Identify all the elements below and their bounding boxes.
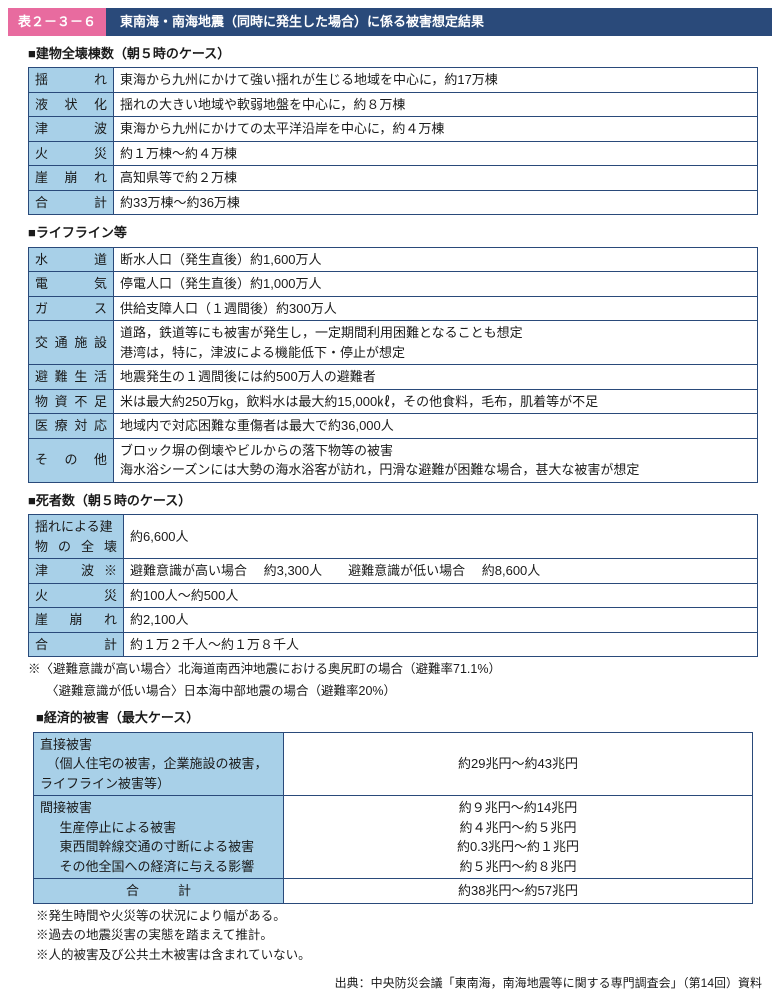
table-row: 火 災約１万棟～約４万棟 [29, 141, 758, 166]
row-value: 約１万棟～約４万棟 [114, 141, 758, 166]
row-label: 崖 崩 れ [29, 608, 124, 633]
table-row: 合 計約１万２千人～約１万８千人 [29, 632, 758, 657]
row-value: 高知県等で約２万棟 [114, 166, 758, 191]
section-d-note3: ※人的被害及び公共土木被害は含まれていない。 [36, 947, 772, 965]
row-value: 供給支障人口（１週間後）約300万人 [114, 296, 758, 321]
row-label: 避難生活 [29, 365, 114, 390]
row-value: 東海から九州にかけて強い揺れが生じる地域を中心に，約17万棟 [114, 68, 758, 93]
table-row: 揺れによる建物の全壊約6,600人 [29, 515, 758, 559]
table-title: 東南海・南海地震（同時に発生した場合）に係る被害想定結果 [106, 8, 772, 36]
row-value: 地域内で対応困難な重傷者は最大で約36,000人 [114, 414, 758, 439]
row-value: ブロック塀の倒壊やビルからの落下物等の被害海水浴シーズンには大勢の海水浴客が訪れ… [114, 438, 758, 482]
row-value: 東海から九州にかけての太平洋沿岸を中心に，約４万棟 [114, 117, 758, 142]
section-b-table: 水 道断水人口（発生直後）約1,600万人電 気停電人口（発生直後）約1,000… [28, 247, 758, 483]
section-d-note1: ※発生時間や火災等の状況により幅がある。 [36, 908, 772, 926]
row-value: 地震発生の１週間後には約500万人の避難者 [114, 365, 758, 390]
header-bar: 表２－３－６ 東南海・南海地震（同時に発生した場合）に係る被害想定結果 [8, 8, 772, 36]
table-row: 崖崩れ高知県等で約２万棟 [29, 166, 758, 191]
row-label: 直接被害 （個人住宅の被害，企業施設の被害，ライフライン被害等） [34, 732, 284, 796]
row-label: 揺 れ [29, 68, 114, 93]
row-value: 約6,600人 [124, 515, 758, 559]
section-c-table: 揺れによる建物の全壊約6,600人津 波※避難意識が高い場合 約3,300人 避… [28, 514, 758, 657]
table-row: 物資不足米は最大約250万kg，飲料水は最大約15,000㎘，その他食料，毛布，… [29, 389, 758, 414]
row-value: 停電人口（発生直後）約1,000万人 [114, 272, 758, 297]
row-value: 約100人～約500人 [124, 583, 758, 608]
section-c-heading: ■死者数（朝５時のケース） [28, 491, 772, 511]
row-label: 物資不足 [29, 389, 114, 414]
table-row: 崖 崩 れ約2,100人 [29, 608, 758, 633]
table-row: 揺 れ東海から九州にかけて強い揺れが生じる地域を中心に，約17万棟 [29, 68, 758, 93]
table-number-tab: 表２－３－６ [8, 8, 106, 36]
section-d-heading: ■経済的被害（最大ケース） [36, 708, 772, 728]
row-value: 約29兆円～約43兆円 [284, 732, 753, 796]
row-value: 約33万棟～約36万棟 [114, 190, 758, 215]
section-d-note2: ※過去の地震災害の実態を踏まえて推計。 [36, 927, 772, 945]
table-row: 火 災約100人～約500人 [29, 583, 758, 608]
table-row: 間接被害 生産停止による被害 東西間幹線交通の寸断による被害 その他全国への経済… [34, 796, 753, 879]
row-label: 火 災 [29, 583, 124, 608]
table-row: そ の 他ブロック塀の倒壊やビルからの落下物等の被害海水浴シーズンには大勢の海水… [29, 438, 758, 482]
row-label: 合 計 [29, 632, 124, 657]
row-value: 約９兆円～約14兆円 約４兆円～約５兆円 約0.3兆円～約１兆円 約５兆円～約８… [284, 796, 753, 879]
row-label: 医療対応 [29, 414, 114, 439]
row-value: 約38兆円～約57兆円 [284, 879, 753, 904]
row-value: 道路，鉄道等にも被害が発生し，一定期間利用困難となることも想定港湾は，特に，津波… [114, 321, 758, 365]
table-row: 避難生活地震発生の１週間後には約500万人の避難者 [29, 365, 758, 390]
row-value: 揺れの大きい地域や軟弱地盤を中心に，約８万棟 [114, 92, 758, 117]
table-row: 電 気停電人口（発生直後）約1,000万人 [29, 272, 758, 297]
row-label: 液状化 [29, 92, 114, 117]
row-label: 合 計 [29, 190, 114, 215]
row-label: 津 波※ [29, 559, 124, 584]
row-label: 合 計 [34, 879, 284, 904]
table-row: 液状化揺れの大きい地域や軟弱地盤を中心に，約８万棟 [29, 92, 758, 117]
table-row: 水 道断水人口（発生直後）約1,600万人 [29, 247, 758, 272]
row-label: 火 災 [29, 141, 114, 166]
section-a-table: 揺 れ東海から九州にかけて強い揺れが生じる地域を中心に，約17万棟液状化揺れの大… [28, 67, 758, 215]
row-label: 水 道 [29, 247, 114, 272]
row-value: 約１万２千人～約１万８千人 [124, 632, 758, 657]
section-b-heading: ■ライフライン等 [28, 223, 772, 243]
table-row: 交通施設道路，鉄道等にも被害が発生し，一定期間利用困難となることも想定港湾は，特… [29, 321, 758, 365]
row-label: ガ ス [29, 296, 114, 321]
row-label: 津 波 [29, 117, 114, 142]
row-value: 約2,100人 [124, 608, 758, 633]
row-label: 揺れによる建物の全壊 [29, 515, 124, 559]
row-label: そ の 他 [29, 438, 114, 482]
source-citation: 出典：中央防災会議「東南海，南海地震等に関する専門調査会」（第14回）資料 [8, 974, 762, 992]
row-value: 避難意識が高い場合 約3,300人 避難意識が低い場合 約8,600人 [124, 559, 758, 584]
table-row: 医療対応地域内で対応困難な重傷者は最大で約36,000人 [29, 414, 758, 439]
table-row: 津 波東海から九州にかけての太平洋沿岸を中心に，約４万棟 [29, 117, 758, 142]
table-row: 合 計 約38兆円～約57兆円 [34, 879, 753, 904]
row-value: 米は最大約250万kg，飲料水は最大約15,000㎘，その他食料，毛布，肌着等が… [114, 389, 758, 414]
section-a-heading: ■建物全壊棟数（朝５時のケース） [28, 44, 772, 64]
table-row: 津 波※避難意識が高い場合 約3,300人 避難意識が低い場合 約8,600人 [29, 559, 758, 584]
row-value: 断水人口（発生直後）約1,600万人 [114, 247, 758, 272]
table-row: ガ ス供給支障人口（１週間後）約300万人 [29, 296, 758, 321]
section-d-table: 直接被害 （個人住宅の被害，企業施設の被害，ライフライン被害等） 約29兆円～約… [33, 732, 753, 904]
section-c-note2: 〈避難意識が低い場合〉日本海中部地震の場合（避難率20%） [46, 683, 772, 701]
table-row: 合 計約33万棟～約36万棟 [29, 190, 758, 215]
row-label: 間接被害 生産停止による被害 東西間幹線交通の寸断による被害 その他全国への経済… [34, 796, 284, 879]
row-label: 崖崩れ [29, 166, 114, 191]
row-label: 交通施設 [29, 321, 114, 365]
row-label: 電 気 [29, 272, 114, 297]
section-c-note1: ※〈避難意識が高い場合〉北海道南西沖地震における奥尻町の場合（避難率71.1%） [28, 661, 772, 679]
table-row: 直接被害 （個人住宅の被害，企業施設の被害，ライフライン被害等） 約29兆円～約… [34, 732, 753, 796]
